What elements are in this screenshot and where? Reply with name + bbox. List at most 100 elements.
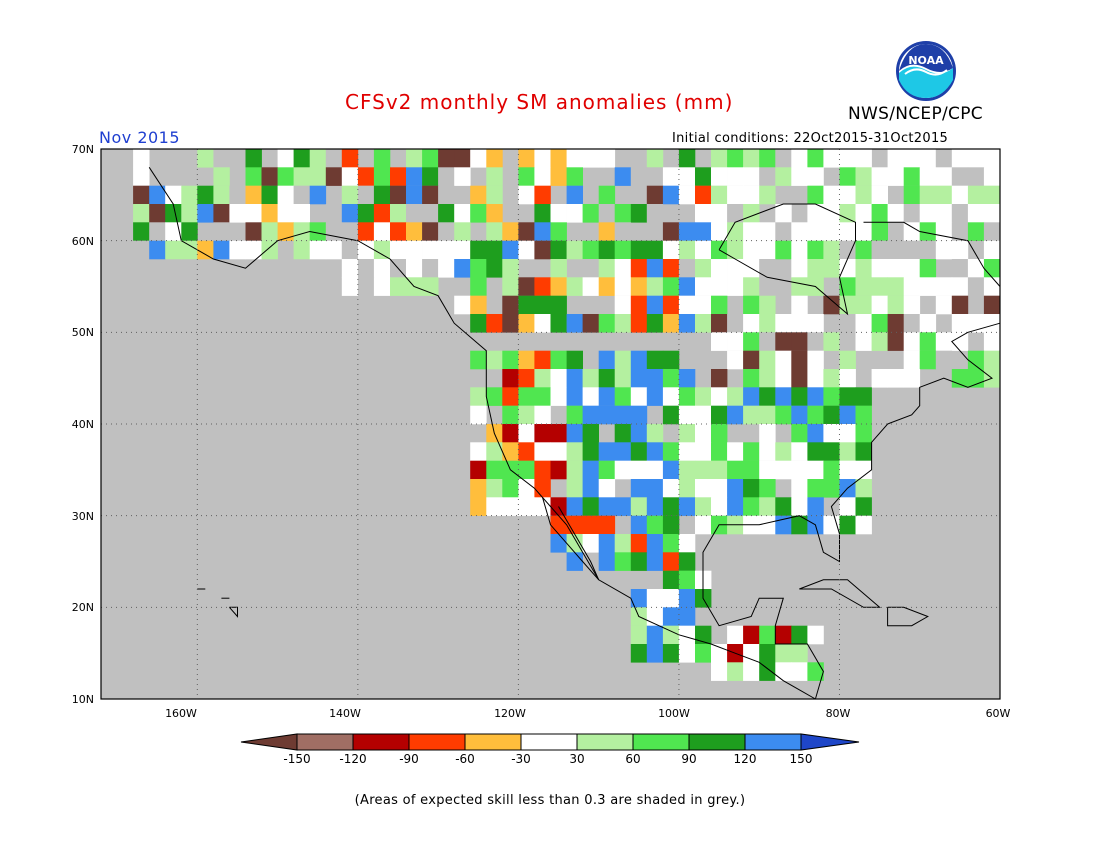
- anomaly-cell: [855, 185, 872, 205]
- anomaly-cell: [325, 204, 343, 223]
- anomaly-cell: [887, 149, 904, 168]
- anomaly-cell: [470, 350, 487, 370]
- lat-label-10n: 10N: [71, 693, 94, 706]
- anomaly-cell: [518, 479, 535, 498]
- anomaly-cell: [502, 295, 519, 315]
- anomaly-cell: [727, 204, 744, 223]
- anomaly-cell: [534, 185, 551, 205]
- anomaly-cell: [839, 204, 856, 223]
- anomaly-cell: [662, 644, 680, 663]
- anomaly-cell: [759, 460, 776, 480]
- anomaly-cell: [807, 625, 824, 645]
- anomaly-cell: [711, 460, 728, 480]
- anomaly-cell: [534, 314, 551, 333]
- anomaly-cell: [839, 185, 856, 205]
- anomaly-cell: [550, 277, 567, 296]
- anomaly-cell: [646, 515, 664, 535]
- anomaly-cell: [775, 240, 792, 260]
- anomaly-cell: [518, 295, 535, 315]
- anomaly-cell: [598, 185, 616, 205]
- anomaly-cell: [871, 259, 888, 278]
- anomaly-cell: [550, 204, 567, 223]
- anomaly-cell: [566, 369, 583, 388]
- anomaly-cell: [807, 405, 824, 425]
- anomaly-cell: [695, 644, 712, 663]
- anomaly-cell: [357, 204, 375, 223]
- anomaly-cell: [695, 259, 712, 278]
- anomaly-cell: [277, 204, 294, 223]
- anomaly-cell: [807, 424, 824, 443]
- anomaly-cell: [630, 259, 648, 278]
- anomaly-cell: [486, 460, 503, 480]
- anomaly-cell: [823, 222, 840, 241]
- anomaly-cell: [967, 259, 985, 278]
- anomaly-cell: [422, 222, 439, 241]
- anomaly-cell: [646, 314, 664, 333]
- anomaly-cell: [486, 167, 503, 186]
- anomaly-cell: [935, 350, 953, 370]
- anomaly-cell: [903, 369, 921, 388]
- anomaly-cell: [149, 240, 166, 260]
- anomaly-cell: [807, 204, 824, 223]
- anomaly-cell: [550, 222, 567, 241]
- anomaly-cell: [550, 149, 567, 168]
- anomaly-cell: [743, 662, 760, 681]
- anomaly-cell: [791, 259, 808, 278]
- anomaly-cell: [454, 295, 471, 315]
- coastline: [542, 497, 600, 581]
- anomaly-cell: [678, 314, 696, 333]
- anomaly-cell: [293, 185, 310, 205]
- anomaly-cell: [903, 332, 921, 351]
- coastlines: [148, 167, 1001, 700]
- anomaly-cell: [357, 222, 375, 241]
- anomaly-cell: [582, 204, 599, 223]
- legend-swatch: [632, 733, 690, 751]
- anomaly-cell: [470, 497, 487, 516]
- anomaly-cell: [646, 387, 664, 406]
- anomaly-cell: [165, 240, 182, 260]
- anomaly-cell: [341, 222, 359, 241]
- anomaly-cell: [711, 204, 728, 223]
- anomaly-cell: [502, 259, 519, 278]
- anomaly-cell: [566, 442, 583, 461]
- legend-label-minus-60: -60: [455, 752, 475, 766]
- anomaly-cell: [727, 497, 744, 516]
- anomaly-cell: [967, 185, 985, 205]
- anomaly-cell: [743, 442, 760, 461]
- anomaly-cell: [470, 204, 487, 223]
- anomaly-cell: [518, 240, 535, 260]
- anomaly-cells: [133, 149, 1001, 681]
- anomaly-cell: [903, 167, 921, 186]
- anomaly-cell: [325, 167, 343, 186]
- anomaly-cell: [630, 534, 648, 553]
- anomaly-cell: [373, 277, 391, 296]
- anomaly-cell: [711, 387, 728, 406]
- anomaly-cell: [935, 185, 953, 205]
- anomaly-cell: [261, 167, 278, 186]
- anomaly-cell: [711, 424, 728, 443]
- legend-swatch-over: [800, 733, 860, 751]
- anomaly-cell: [935, 204, 953, 223]
- anomaly-cell: [390, 222, 407, 241]
- anomaly-cell: [695, 442, 712, 461]
- anomaly-cell: [711, 662, 728, 681]
- lon-label-140w: 140W: [329, 707, 361, 720]
- anomaly-cell: [662, 277, 680, 296]
- anomaly-cell: [566, 314, 583, 333]
- anomaly-cell: [390, 204, 407, 223]
- anomaly-cell: [518, 497, 535, 516]
- anomaly-cell: [325, 240, 343, 260]
- anomaly-cell: [438, 149, 455, 168]
- legend-swatch: [520, 733, 578, 751]
- anomaly-cell: [855, 295, 872, 315]
- anomaly-cell: [743, 460, 760, 480]
- anomaly-cell: [406, 204, 423, 223]
- anomaly-cell: [743, 185, 760, 205]
- anomaly-cell: [839, 405, 856, 425]
- anomaly-cell: [695, 295, 712, 315]
- anomaly-cell: [951, 295, 969, 315]
- anomaly-cell: [871, 277, 888, 296]
- anomaly-cell: [470, 277, 487, 296]
- lon-label-60w: 60W: [985, 707, 1011, 720]
